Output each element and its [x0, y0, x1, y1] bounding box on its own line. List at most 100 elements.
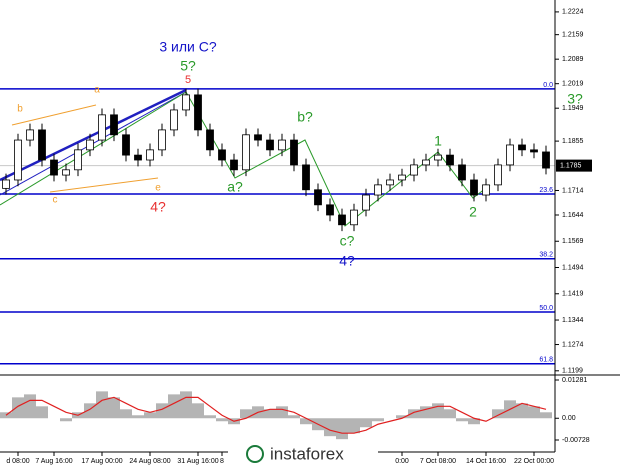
histogram-bar	[144, 412, 156, 419]
candle-body	[98, 114, 106, 141]
histogram-bar	[168, 394, 180, 419]
candle-body	[170, 109, 178, 131]
indicator-tick-label: -0.00728	[562, 437, 590, 444]
x-tick-label: d 08:00	[6, 458, 29, 465]
candle-body	[158, 129, 166, 151]
candle-body	[266, 139, 274, 151]
candle-body	[494, 164, 502, 186]
histogram-bar	[108, 397, 120, 419]
candle-body	[350, 209, 358, 226]
histogram-bar	[516, 403, 528, 419]
candle-body	[14, 139, 22, 181]
histogram-bar	[288, 415, 300, 419]
fib-level-label: 23.6	[539, 187, 553, 194]
histogram-bar	[156, 403, 168, 419]
x-tick-label: 7 Aug 16:00	[35, 458, 72, 465]
wave-label: 4?	[150, 199, 166, 215]
candle-body	[326, 204, 334, 216]
candle-body	[122, 134, 130, 156]
histogram-bar	[324, 418, 336, 437]
histogram-bar	[0, 412, 12, 419]
histogram-bar	[336, 418, 348, 440]
candle-body	[386, 179, 394, 186]
histogram-bar	[192, 403, 204, 419]
candle-body	[38, 129, 46, 161]
y-tick-label: 1.1419	[562, 291, 584, 298]
y-tick-label: 1.2089	[562, 56, 584, 63]
x-tick-label: 0:00	[395, 458, 409, 465]
histogram-bar	[120, 409, 132, 419]
wave-label: a	[94, 85, 100, 96]
candle-body	[302, 164, 310, 191]
candle-body	[278, 139, 286, 151]
candle-body	[530, 149, 538, 153]
histogram-bar	[12, 397, 24, 419]
candle-body	[194, 94, 202, 131]
wave-label: 5?	[180, 58, 196, 74]
candle-body	[230, 159, 238, 171]
histogram-bar	[216, 418, 228, 422]
wave-label: b	[17, 104, 23, 115]
watermark-text: instaforex	[270, 444, 344, 463]
y-tick-label: 1.1644	[562, 212, 584, 219]
watermark-icon	[246, 445, 264, 463]
x-tick-label: 8	[220, 458, 224, 465]
current-price-box	[556, 159, 592, 172]
candle-body	[542, 151, 550, 169]
histogram-bar	[492, 409, 504, 419]
histogram-bar	[420, 406, 432, 419]
candle-body	[146, 149, 154, 161]
histogram-bar	[468, 418, 480, 425]
histogram-bar	[132, 415, 144, 419]
x-tick-label: 31 Aug 16:00	[177, 458, 218, 465]
candle-body	[410, 164, 418, 176]
candle-body	[218, 149, 226, 161]
candle-body	[2, 179, 10, 189]
histogram-bar	[264, 409, 276, 419]
histogram-bar	[444, 409, 456, 419]
candle-body	[26, 129, 34, 141]
fib-level-label: 50.0	[539, 305, 553, 312]
histogram-bar	[396, 415, 408, 419]
y-tick-label: 1.1494	[562, 264, 584, 271]
wave-label: 1	[434, 133, 442, 149]
candle-body	[242, 134, 250, 171]
current-price-label: 1.1785	[560, 162, 582, 169]
x-tick-label: 17 Aug 00:00	[81, 458, 122, 465]
y-tick-label: 1.1855	[562, 138, 584, 145]
candle-body	[434, 154, 442, 161]
wave-label: e	[155, 183, 161, 194]
candle-body	[110, 114, 118, 136]
wave-label: a?	[227, 179, 243, 195]
histogram-bar	[60, 418, 72, 422]
wave-label: c	[53, 195, 58, 206]
fib-level-label: 61.8	[539, 357, 553, 364]
y-tick-label: 1.1274	[562, 341, 584, 348]
candle-body	[470, 179, 478, 196]
fib-level-label: 0.0	[543, 82, 553, 89]
y-tick-label: 1.2019	[562, 81, 584, 88]
histogram-bar	[300, 418, 312, 425]
candle-body	[254, 134, 262, 141]
trend-line	[0, 88, 187, 182]
y-tick-label: 1.2224	[562, 9, 584, 16]
wave-label: 3 или C?	[159, 39, 216, 55]
histogram-bar	[432, 403, 444, 419]
watermark: instaforex	[228, 440, 378, 469]
histogram-bar	[372, 418, 384, 422]
fib-level-label: 38.2	[539, 252, 553, 259]
candle-body	[62, 169, 70, 176]
candle-body	[458, 164, 466, 181]
histogram-bar	[408, 409, 420, 419]
histogram-bar	[24, 394, 36, 419]
wave-label: b?	[297, 109, 313, 125]
wave-label: c?	[340, 233, 355, 249]
wave-path	[185, 91, 491, 227]
histogram-bar	[360, 418, 372, 428]
candle-body	[362, 194, 370, 211]
candle-body	[398, 174, 406, 181]
candle-body	[338, 214, 346, 226]
indicator-tick-label: 0.00	[562, 415, 576, 422]
y-tick-label: 1.1714	[562, 187, 584, 194]
